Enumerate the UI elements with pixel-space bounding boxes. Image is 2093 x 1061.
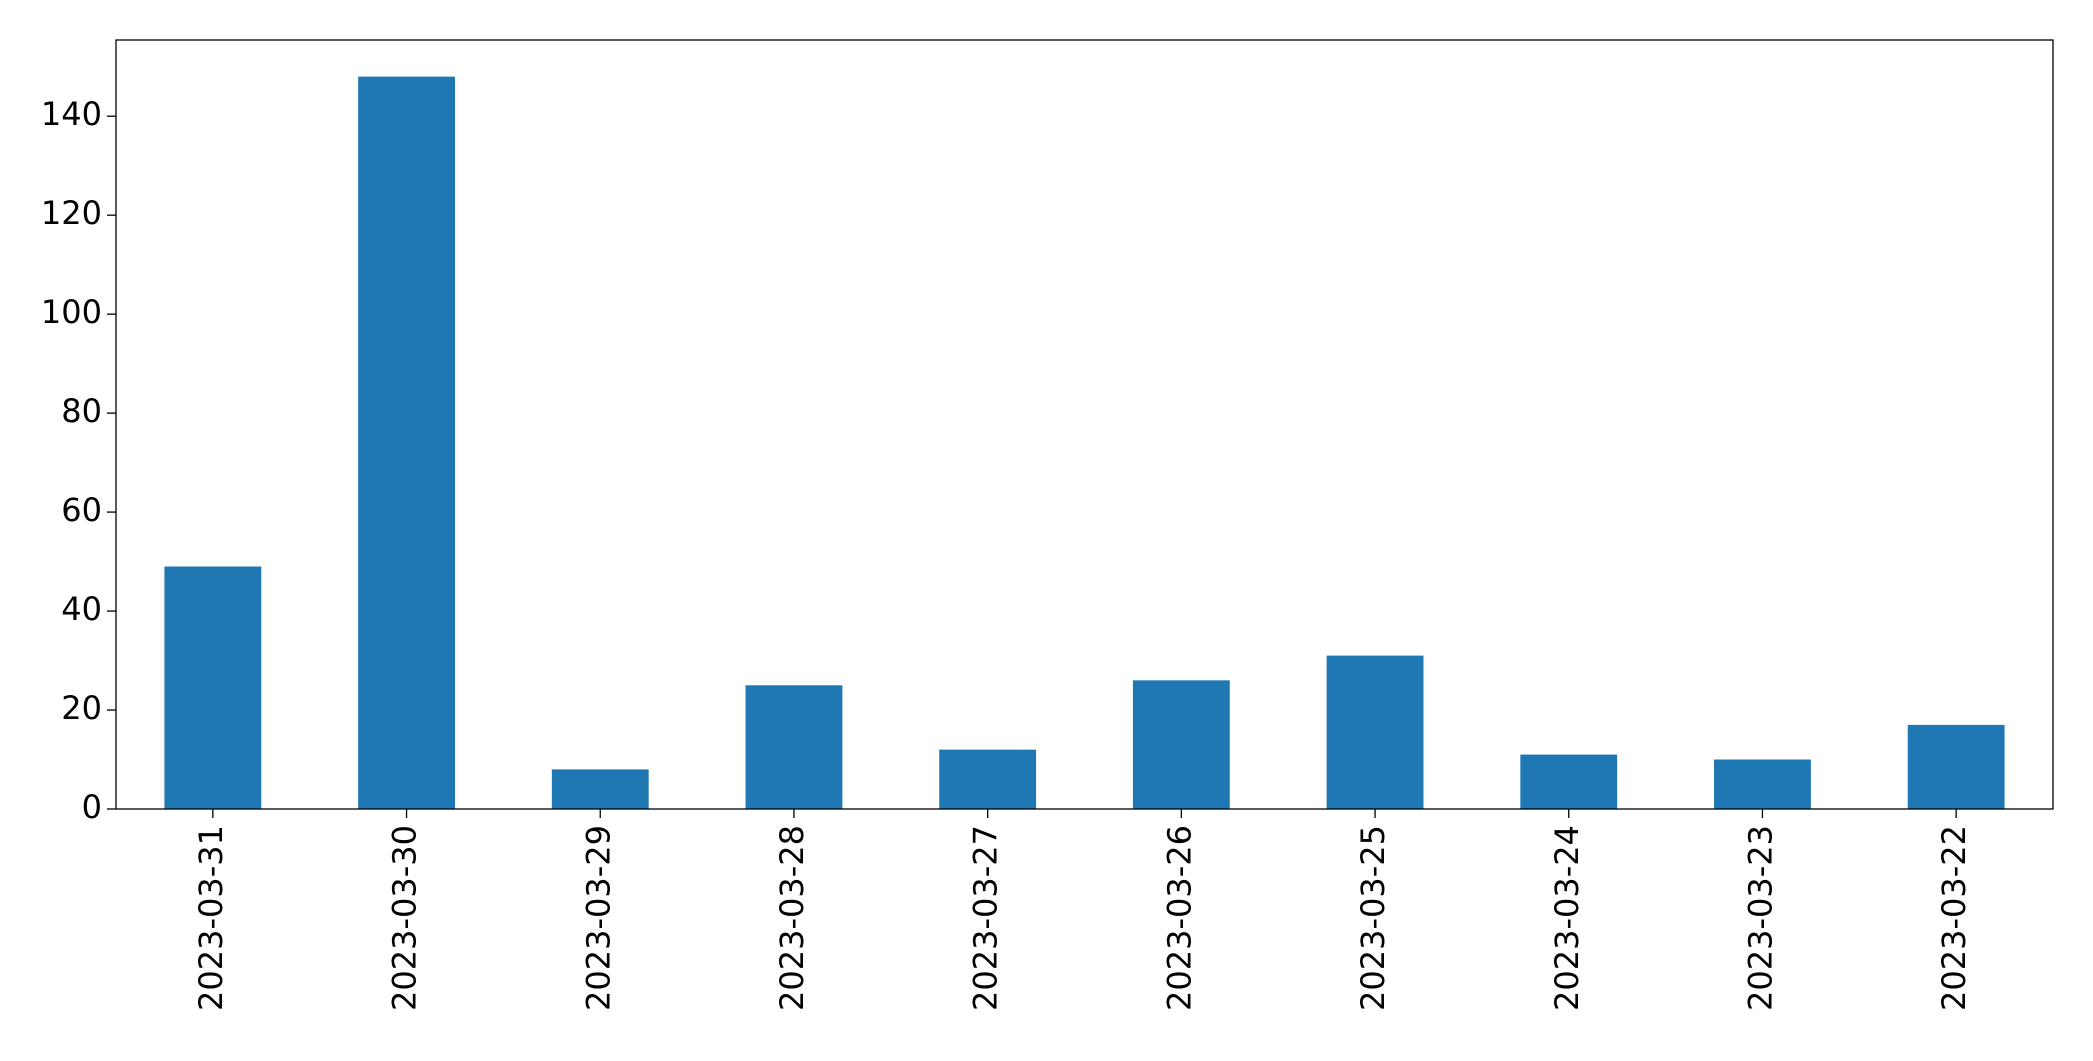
x-tick-label: 2023-03-31 xyxy=(192,825,230,1011)
y-tick-label: 40 xyxy=(61,590,102,628)
bar xyxy=(745,685,843,809)
y-tick-label: 140 xyxy=(41,95,102,133)
x-tick-label: 2023-03-30 xyxy=(386,825,424,1011)
x-tick-label: 2023-03-23 xyxy=(1741,825,1779,1011)
bar xyxy=(1132,680,1230,809)
x-tick-label: 2023-03-26 xyxy=(1160,825,1198,1011)
y-tick-label: 20 xyxy=(61,689,102,727)
bar xyxy=(1326,655,1424,809)
y-tick-label: 0 xyxy=(82,788,102,826)
bar xyxy=(1520,754,1618,809)
bar xyxy=(1714,759,1811,809)
bar xyxy=(358,76,455,810)
x-tick-label: 2023-03-25 xyxy=(1354,825,1392,1011)
x-tick-label: 2023-03-28 xyxy=(773,825,811,1011)
y-tick-label: 80 xyxy=(61,392,102,430)
x-tick-label: 2023-03-24 xyxy=(1548,825,1586,1011)
x-tick-label: 2023-03-22 xyxy=(1935,825,1973,1011)
bar xyxy=(1907,724,2005,809)
x-tick-label: 2023-03-29 xyxy=(579,825,617,1011)
bar xyxy=(164,566,262,809)
plot-frame xyxy=(115,39,2054,810)
bar xyxy=(551,769,649,809)
y-tick-label: 120 xyxy=(41,194,102,232)
bar xyxy=(939,749,1037,809)
y-tick-label: 100 xyxy=(41,293,102,331)
x-tick-label: 2023-03-27 xyxy=(967,825,1005,1011)
y-tick-label: 60 xyxy=(61,491,102,529)
